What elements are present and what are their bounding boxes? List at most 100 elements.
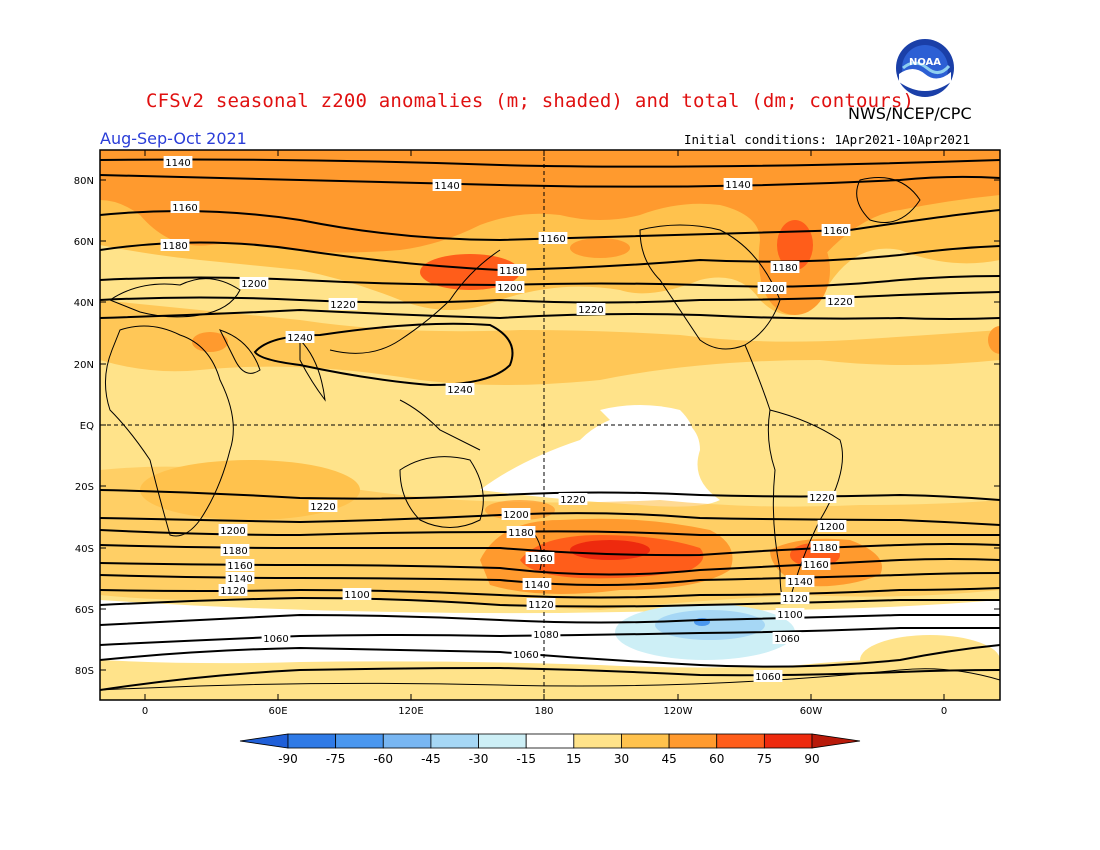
svg-text:1140: 1140 [227, 574, 252, 585]
lat-label: 80S [75, 666, 94, 677]
contour-label: 1100 [342, 588, 372, 601]
contour-label: 1200 [495, 281, 525, 294]
svg-text:1200: 1200 [497, 283, 522, 294]
contour-label: 1220 [576, 303, 606, 316]
lat-label: 40N [74, 298, 94, 309]
colorbar-left-arrow [239, 733, 289, 749]
map-title: CFSv2 seasonal z200 anomalies (m; shaded… [146, 90, 915, 112]
contour-label: 1060 [261, 632, 291, 645]
colorbar-label: -45 [421, 752, 441, 766]
lat-label: 40S [75, 544, 94, 555]
contour-label: 1120 [526, 598, 556, 611]
contour-label: 1160 [225, 559, 255, 572]
svg-text:1180: 1180 [162, 241, 187, 252]
contour-label: 1160 [170, 201, 200, 214]
colorbar-segment [478, 733, 527, 749]
contour-label: 1220 [328, 298, 358, 311]
contour-label: 1120 [780, 592, 810, 605]
contour-label: 1160 [538, 232, 568, 245]
longitude-labels: 0 60E 120E 180 120W 60W 0 [142, 706, 947, 717]
colorbar-segment [382, 733, 432, 749]
lat-label: 60S [75, 605, 94, 616]
svg-text:1220: 1220 [827, 297, 852, 308]
contour-label: 1140 [522, 578, 552, 591]
svg-text:1240: 1240 [447, 385, 472, 396]
contour-label: 1160 [801, 558, 831, 571]
contour-label: 1180 [497, 264, 527, 277]
svg-text:1160: 1160 [172, 203, 197, 214]
contour-label: 1100 [775, 608, 805, 621]
svg-text:1100: 1100 [344, 590, 369, 601]
colorbar-segment [668, 733, 718, 749]
lon-label: 0 [142, 706, 148, 717]
svg-text:1180: 1180 [499, 266, 524, 277]
lon-label: 120E [398, 706, 423, 717]
svg-text:1240: 1240 [287, 333, 312, 344]
svg-text:1120: 1120 [528, 600, 553, 611]
colorbar-label: 60 [709, 752, 725, 766]
svg-text:1120: 1120 [220, 586, 245, 597]
season-label: Aug-Sep-Oct 2021 [100, 129, 247, 148]
colorbar-segment [763, 733, 813, 749]
lon-label: 60W [800, 706, 823, 717]
colorbar-label: -30 [468, 752, 489, 766]
colorbar-segment [573, 733, 622, 749]
axis-ticks [100, 150, 1000, 700]
svg-text:1200: 1200 [503, 510, 528, 521]
lon-label: 60E [268, 706, 287, 717]
coastlines [100, 177, 1000, 691]
svg-text:1160: 1160 [803, 560, 828, 571]
lon-label: 120W [664, 706, 693, 717]
contour-label: 1140 [432, 179, 462, 192]
colorbar-segment [287, 733, 337, 749]
contour-labels: 1140 1140 1140 1160 1160 1160 1180 1180 1180 1200… [160, 156, 855, 683]
colorbar-label: 30 [613, 752, 630, 766]
latitude-labels: 80N 60N 40N 20N EQ 20S 40S 60S 80S [74, 176, 94, 677]
colorbar-right-arrow [811, 733, 861, 749]
svg-text:1180: 1180 [772, 263, 797, 274]
contour-label: 1200 [239, 277, 269, 290]
svg-text:1220: 1220 [578, 305, 603, 316]
noaa-logo-text: NOAA [909, 57, 941, 68]
svg-text:1120: 1120 [782, 594, 807, 605]
contour-label: 1200 [501, 508, 531, 521]
svg-text:1200: 1200 [220, 526, 245, 537]
noaa-logo-icon: NOAA [895, 38, 955, 98]
svg-text:1180: 1180 [222, 546, 247, 557]
svg-text:1160: 1160 [527, 554, 552, 565]
contour-label: 1180 [506, 526, 536, 539]
svg-text:1200: 1200 [759, 284, 784, 295]
svg-text:1140: 1140 [165, 158, 190, 169]
svg-text:1140: 1140 [725, 180, 750, 191]
contour-label: 1060 [511, 648, 541, 661]
lat-label: 20S [75, 482, 94, 493]
svg-text:1180: 1180 [812, 543, 837, 554]
contour-label: 1200 [757, 282, 787, 295]
lat-label: 80N [74, 176, 94, 187]
contour-label: 1220 [308, 500, 338, 513]
svg-text:1220: 1220 [310, 502, 335, 513]
svg-text:1140: 1140 [787, 577, 812, 588]
svg-text:1220: 1220 [809, 493, 834, 504]
contour-label: 1080 [531, 628, 561, 641]
contour-label: 1060 [772, 632, 802, 645]
colorbar-label: 75 [756, 752, 772, 766]
contour-label: 1180 [770, 261, 800, 274]
svg-text:1060: 1060 [755, 672, 780, 683]
svg-text:1140: 1140 [434, 181, 459, 192]
initial-conditions-label: Initial conditions: 1Apr2021-10Apr2021 [684, 132, 970, 147]
svg-text:1060: 1060 [774, 634, 799, 645]
svg-text:1100: 1100 [777, 610, 802, 621]
colorbar-label: 45 [661, 752, 677, 766]
svg-text:1220: 1220 [330, 300, 355, 311]
svg-text:1160: 1160 [227, 561, 252, 572]
svg-text:1180: 1180 [508, 528, 533, 539]
svg-text:1200: 1200 [241, 279, 266, 290]
svg-text:1140: 1140 [524, 580, 549, 591]
contour-label: 1140 [785, 575, 815, 588]
contour-label: 1220 [807, 491, 837, 504]
colorbar-segment [716, 733, 765, 749]
colorbar-label: 90 [804, 752, 820, 766]
contour-label: 1220 [825, 295, 855, 308]
colorbar-label: -15 [516, 752, 536, 766]
